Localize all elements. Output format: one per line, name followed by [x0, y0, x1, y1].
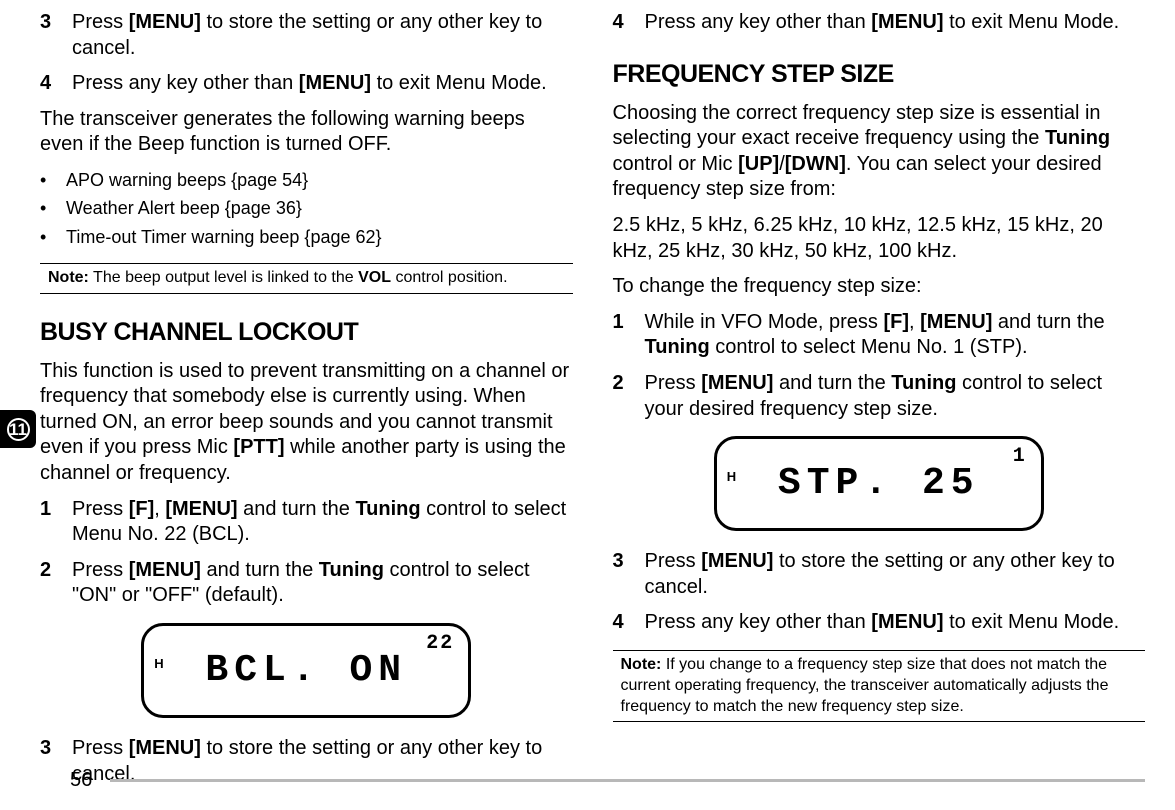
step-number: 3	[40, 736, 72, 787]
step-text: Press [MENU] to store the setting or any…	[72, 10, 573, 61]
numbered-step: 3Press [MENU] to store the setting or an…	[40, 10, 573, 61]
lcd-illustration: H STP. 25 1	[613, 436, 1146, 531]
step-text: Press any key other than [MENU] to exit …	[645, 610, 1146, 636]
manual-page: 11 3Press [MENU] to store the setting or…	[0, 0, 1175, 810]
body-paragraph: The transceiver generates the following …	[40, 107, 573, 158]
bullet-text: Time-out Timer warning beep {page 62}	[66, 225, 382, 249]
chapter-tab-number: 11	[7, 418, 30, 441]
right-column: 4Press any key other than [MENU] to exit…	[613, 10, 1146, 797]
step-text: Press [MENU] and turn the Tuning control…	[645, 371, 1146, 422]
numbered-step: 4Press any key other than [MENU] to exit…	[40, 71, 573, 97]
bullet-item: •Time-out Timer warning beep {page 62}	[40, 225, 573, 249]
bullet-list: •APO warning beeps {page 54}•Weather Ale…	[40, 168, 573, 249]
step-list: 3Press [MENU] to store the setting or an…	[40, 10, 573, 97]
step-list: 3Press [MENU] to store the setting or an…	[613, 549, 1146, 636]
page-number: 56	[70, 769, 92, 792]
step-text: Press any key other than [MENU] to exit …	[72, 71, 573, 97]
section-heading: BUSY CHANNEL LOCKOUT	[40, 318, 573, 347]
step-list: 4Press any key other than [MENU] to exit…	[613, 10, 1146, 36]
note-box: Note: If you change to a frequency step …	[613, 650, 1146, 722]
step-number: 2	[613, 371, 645, 422]
lcd-frame: H BCL. ON 22	[141, 623, 471, 718]
lcd-illustration: H BCL. ON 22	[40, 623, 573, 718]
step-list: 1Press [F], [MENU] and turn the Tuning c…	[40, 497, 573, 609]
numbered-step: 2Press [MENU] and turn the Tuning contro…	[613, 371, 1146, 422]
bullet-marker: •	[40, 168, 66, 192]
lcd-main-text: STP. 25	[778, 462, 980, 505]
bullet-marker: •	[40, 225, 66, 249]
step-number: 3	[613, 549, 645, 600]
note-box: Note: The beep output level is linked to…	[40, 263, 573, 294]
numbered-step: 3Press [MENU] to store the setting or an…	[613, 549, 1146, 600]
numbered-step: 2Press [MENU] and turn the Tuning contro…	[40, 558, 573, 609]
lcd-h-indicator: H	[727, 469, 736, 484]
body-paragraph: 2.5 kHz, 5 kHz, 6.25 kHz, 10 kHz, 12.5 k…	[613, 213, 1146, 264]
step-text: Press [MENU] to store the setting or any…	[645, 549, 1146, 600]
step-number: 3	[40, 10, 72, 61]
step-number: 2	[40, 558, 72, 609]
two-column-layout: 3Press [MENU] to store the setting or an…	[40, 10, 1145, 797]
bullet-marker: •	[40, 196, 66, 220]
bullet-text: Weather Alert beep {page 36}	[66, 196, 302, 220]
step-text: Press any key other than [MENU] to exit …	[645, 10, 1146, 36]
step-list: 1While in VFO Mode, press [F], [MENU] an…	[613, 310, 1146, 422]
step-text: Press [MENU] and turn the Tuning control…	[72, 558, 573, 609]
body-paragraph: To change the frequency step size:	[613, 274, 1146, 300]
step-number: 1	[613, 310, 645, 361]
body-paragraph: This function is used to prevent transmi…	[40, 359, 573, 487]
numbered-step: 1While in VFO Mode, press [F], [MENU] an…	[613, 310, 1146, 361]
step-text: Press [F], [MENU] and turn the Tuning co…	[72, 497, 573, 548]
left-column: 3Press [MENU] to store the setting or an…	[40, 10, 573, 797]
lcd-h-indicator: H	[154, 656, 163, 671]
step-text: While in VFO Mode, press [F], [MENU] and…	[645, 310, 1146, 361]
bullet-item: •APO warning beeps {page 54}	[40, 168, 573, 192]
bullet-text: APO warning beeps {page 54}	[66, 168, 308, 192]
lcd-menu-number: 1	[1013, 445, 1027, 468]
lcd-menu-number: 22	[426, 632, 454, 655]
bullet-item: •Weather Alert beep {page 36}	[40, 196, 573, 220]
body-paragraph: Choosing the correct frequency step size…	[613, 101, 1146, 203]
numbered-step: 1Press [F], [MENU] and turn the Tuning c…	[40, 497, 573, 548]
numbered-step: 4Press any key other than [MENU] to exit…	[613, 610, 1146, 636]
lcd-frame: H STP. 25 1	[714, 436, 1044, 531]
step-number: 4	[40, 71, 72, 97]
lcd-main-text: BCL. ON	[205, 649, 407, 692]
chapter-tab: 11	[0, 410, 36, 448]
page-footer: 56	[70, 769, 1145, 792]
step-number: 1	[40, 497, 72, 548]
numbered-step: 4Press any key other than [MENU] to exit…	[613, 10, 1146, 36]
step-number: 4	[613, 610, 645, 636]
step-number: 4	[613, 10, 645, 36]
footer-rule	[110, 779, 1145, 782]
section-heading: FREQUENCY STEP SIZE	[613, 60, 1146, 89]
